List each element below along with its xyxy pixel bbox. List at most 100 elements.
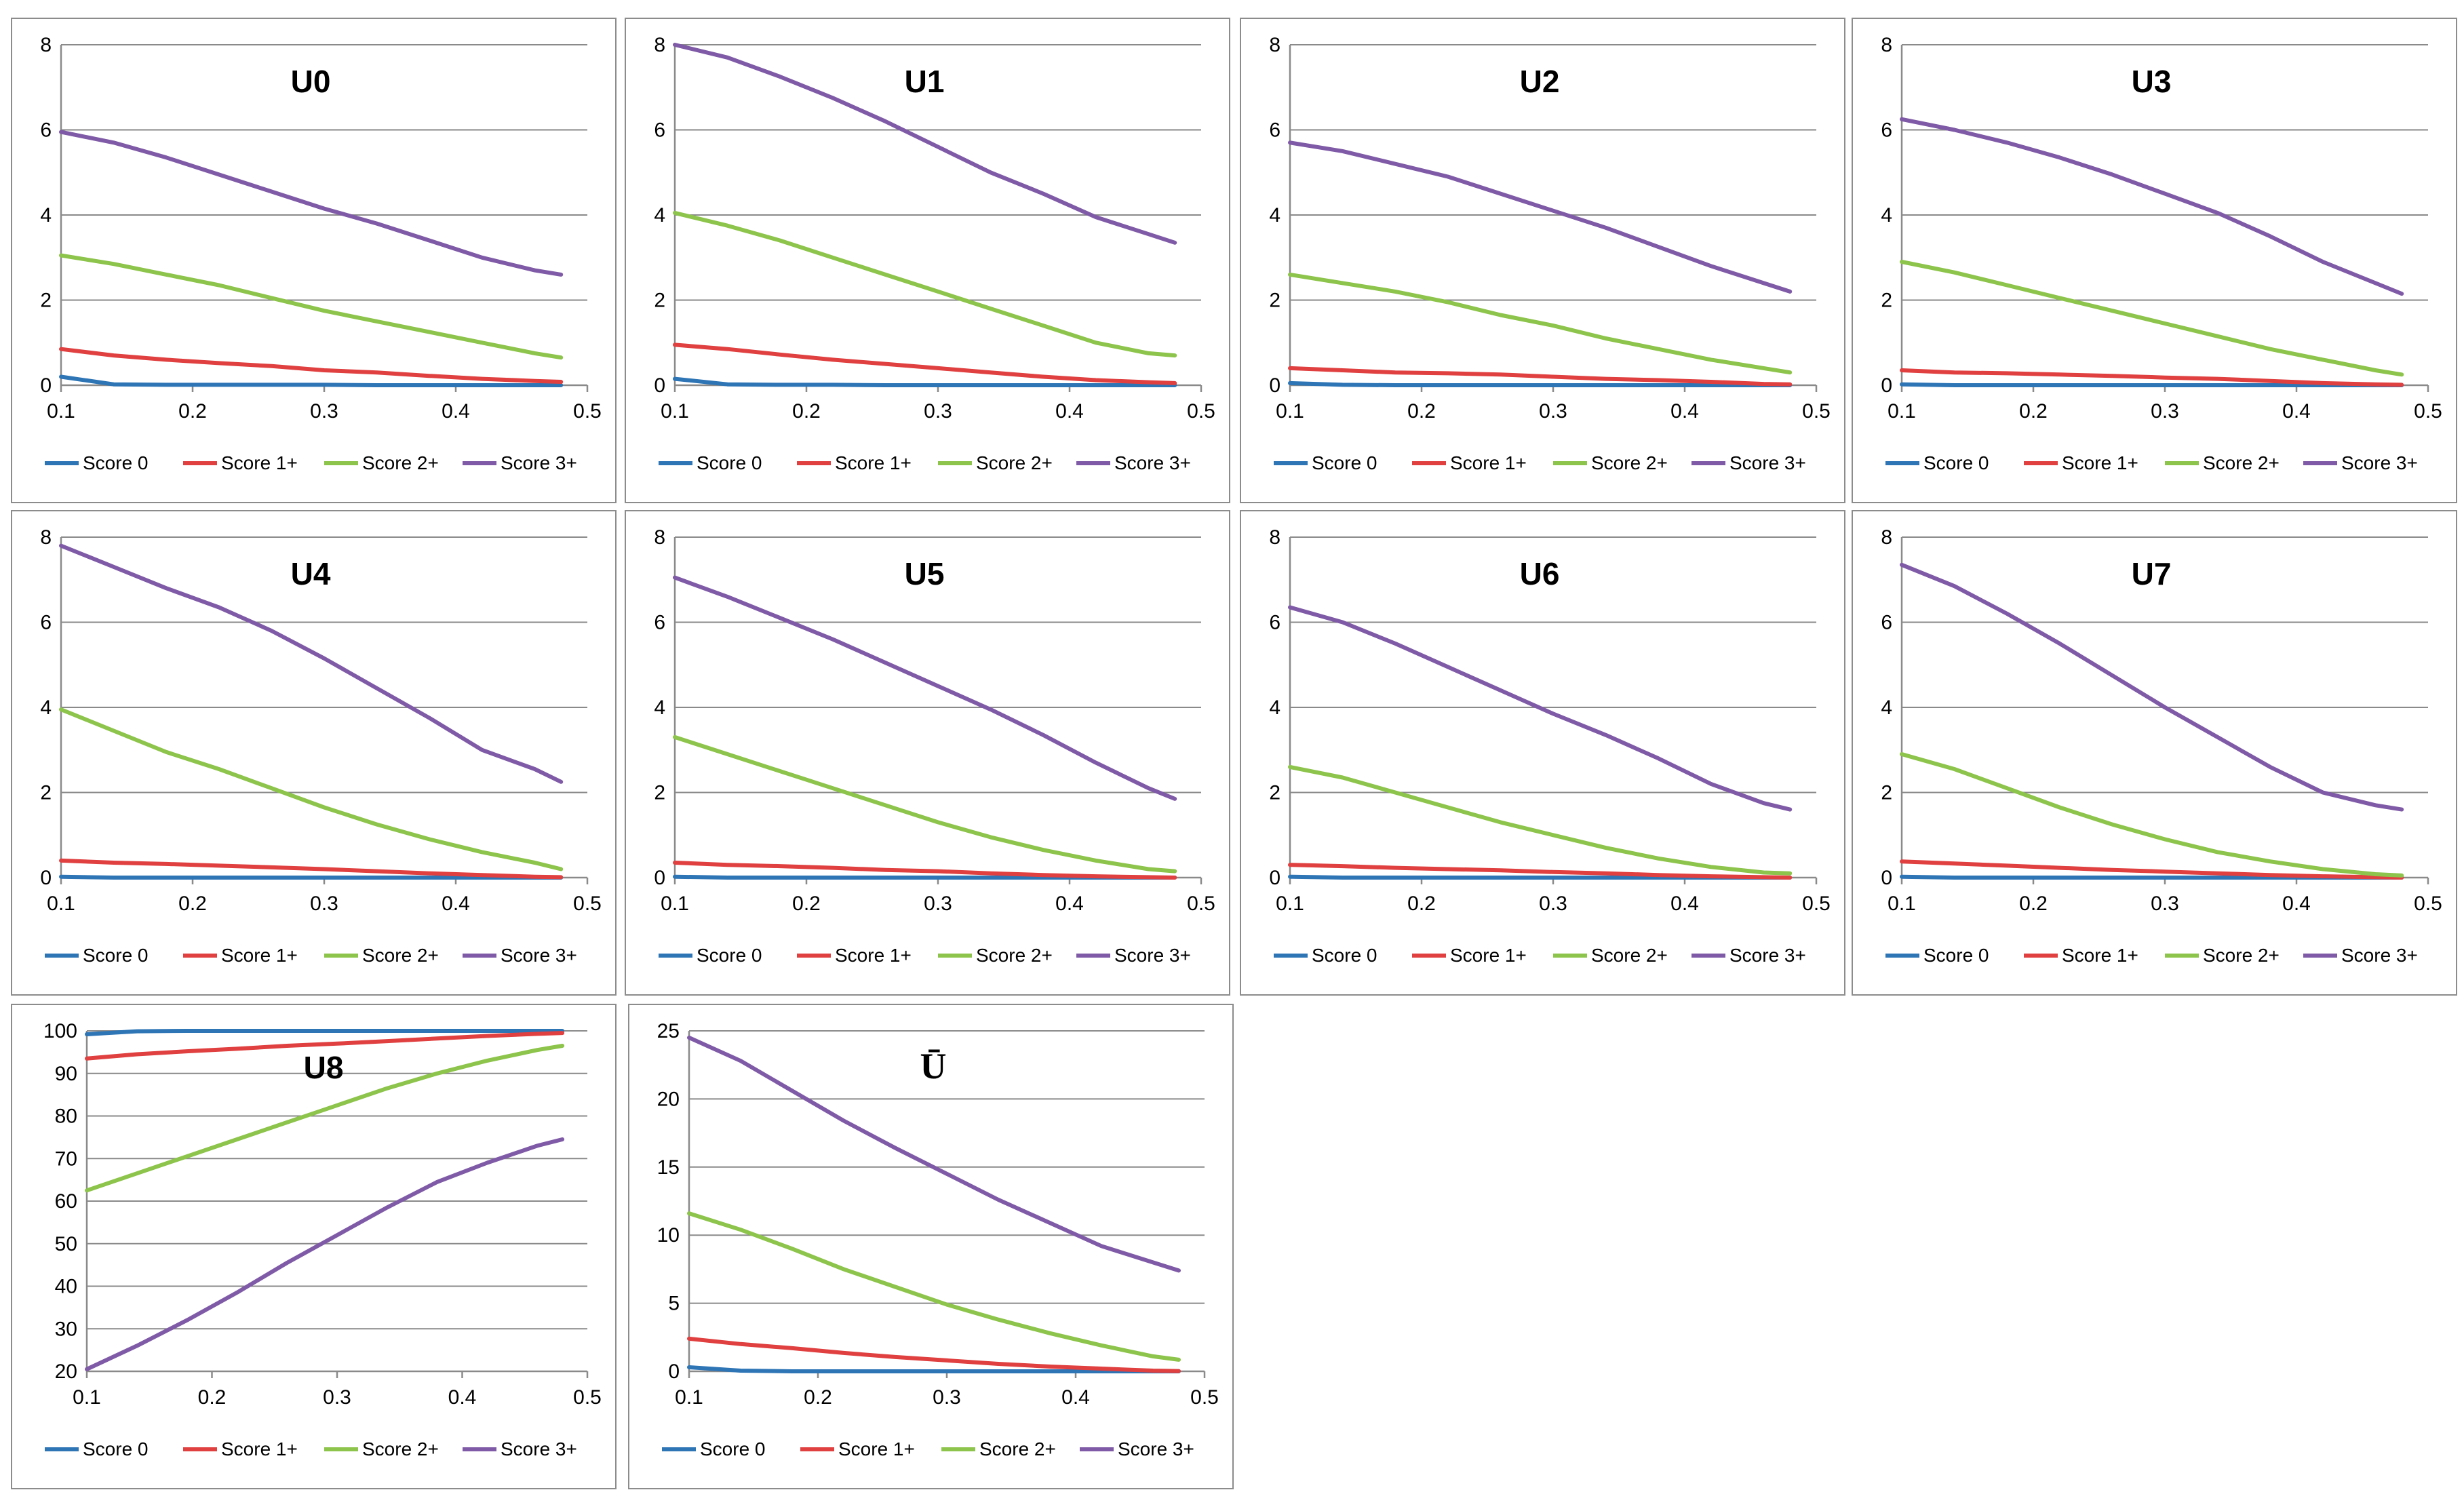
x-tick-label: 0.5	[2414, 893, 2442, 915]
y-tick-label: 8	[654, 34, 665, 56]
y-tick-label: 0	[1881, 867, 1892, 889]
y-tick-label: 0	[1269, 867, 1280, 889]
x-tick-label: 0.2	[2019, 400, 2048, 423]
legend-label: Score 0	[1312, 452, 1377, 473]
x-tick-label: 0.5	[1187, 893, 1215, 915]
line-chart: 20 30 40 50 60 70 80 90 100 0.1 0.2 0.3 0.4 0.5 U8 Scor…	[43, 1020, 602, 1459]
series-line-score-3	[673, 575, 1177, 801]
x-tick-label: 0.2	[178, 400, 207, 423]
series-line-score-3	[1288, 140, 1793, 294]
x-tick-label: 0.5	[2414, 400, 2442, 423]
legend-label: Score 2+	[2203, 452, 2280, 473]
legend-label: Score 0	[700, 1438, 766, 1459]
x-tick-label: 0.3	[323, 1386, 351, 1409]
y-tick-label: 100	[43, 1020, 77, 1042]
legend-label: Score 1+	[2062, 452, 2138, 473]
chart-title: U7	[2132, 556, 2172, 591]
y-tick-label: 6	[1269, 119, 1280, 142]
y-tick-label: 2	[654, 290, 665, 312]
x-tick-label: 0.5	[573, 893, 602, 915]
series-line-score-2	[59, 253, 564, 360]
x-tick-label: 0.1	[1888, 893, 1916, 915]
y-tick-label: 0	[668, 1360, 680, 1383]
y-tick-label: 6	[1881, 119, 1892, 142]
legend-label: Score 2+	[2203, 945, 2280, 966]
x-tick-label: 0.2	[178, 893, 207, 915]
legend-label: Score 1+	[1450, 945, 1527, 966]
y-tick-label: 60	[55, 1190, 77, 1213]
legend-label: Score 1+	[1450, 452, 1527, 473]
x-tick-label: 0.1	[1276, 400, 1304, 423]
series-line-score-3	[673, 43, 1177, 245]
legend-label: Score 3+	[1114, 945, 1191, 966]
y-tick-label: 8	[40, 34, 52, 56]
chart-title: U5	[905, 556, 945, 591]
x-tick-label: 0.4	[2282, 893, 2311, 915]
x-tick-label: 0.5	[1802, 400, 1831, 423]
series-line-score-1	[59, 858, 564, 880]
x-tick-label: 0.4	[1670, 893, 1699, 915]
x-tick-label: 0.3	[1539, 893, 1567, 915]
y-tick-label: 4	[654, 204, 665, 227]
y-tick-label: 30	[55, 1318, 77, 1340]
y-tick-label: 5	[668, 1293, 680, 1315]
y-tick-label: 25	[657, 1020, 680, 1042]
x-tick-label: 0.2	[804, 1386, 832, 1409]
chart-title: U6	[1520, 556, 1560, 591]
y-tick-label: 2	[40, 782, 52, 804]
y-tick-label: 8	[1269, 34, 1280, 56]
legend-label: Score 3+	[501, 452, 577, 473]
series-line-score-2	[673, 210, 1177, 358]
legend-label: Score 1+	[835, 452, 912, 473]
chart-panel: 0 2 4 6 8 0.1 0.2 0.3 0.4 0.5 U0 Score 0 Score 1+ Sco…	[11, 18, 617, 503]
legend-label: Score 1+	[838, 1438, 915, 1459]
y-tick-label: 6	[654, 119, 665, 142]
legend-label: Score 3+	[1729, 452, 1806, 473]
series-line-score-3	[1900, 117, 2404, 296]
chart-title: U8	[304, 1050, 344, 1085]
legend-label: Score 0	[83, 452, 149, 473]
y-tick-label: 40	[55, 1276, 77, 1298]
y-tick-label: 2	[654, 782, 665, 804]
y-tick-label: 8	[1269, 526, 1280, 549]
y-tick-label: 2	[40, 290, 52, 312]
y-tick-label: 2	[1881, 290, 1892, 312]
chart-panel: 0 2 4 6 8 0.1 0.2 0.3 0.4 0.5 U2 Score 0 Score 1+ Sco…	[1240, 18, 1845, 503]
legend-label: Score 0	[83, 945, 149, 966]
series-line-score-2	[85, 1044, 565, 1193]
y-tick-label: 6	[1881, 612, 1892, 634]
x-tick-label: 0.1	[47, 400, 75, 423]
x-tick-label: 0.3	[2151, 400, 2179, 423]
legend-label: Score 2+	[362, 1438, 439, 1459]
y-tick-label: 4	[40, 697, 52, 719]
y-tick-label: 2	[1269, 290, 1280, 312]
line-chart: 0 2 4 6 8 0.1 0.2 0.3 0.4 0.5 U6 Score 0 Score 1+ Sco…	[1269, 526, 1831, 966]
line-chart: 0 2 4 6 8 0.1 0.2 0.3 0.4 0.5 U0 Score 0 Score 1+ Sco…	[40, 34, 602, 473]
line-chart: 0 2 4 6 8 0.1 0.2 0.3 0.4 0.5 U5 Score 0 Score 1+ Sco…	[654, 526, 1215, 966]
legend-label: Score 3+	[501, 945, 577, 966]
y-tick-label: 50	[55, 1233, 77, 1255]
line-chart: 0 2 4 6 8 0.1 0.2 0.3 0.4 0.5 U1 Score 0 Score 1+ Sco…	[654, 34, 1215, 473]
legend-label: Score 3+	[1114, 452, 1191, 473]
x-tick-label: 0.2	[1407, 893, 1436, 915]
series-line-score-0	[59, 374, 564, 387]
y-tick-label: 0	[1269, 374, 1280, 397]
chart-title: U4	[291, 556, 331, 591]
x-tick-label: 0.1	[661, 400, 689, 423]
y-tick-label: 2	[1269, 782, 1280, 804]
series-line-score-3	[59, 543, 564, 784]
line-chart: 0 5 10 15 20 25 0.1 0.2 0.3 0.4 0.5 Ū Score 0 Score 1…	[657, 1020, 1219, 1459]
x-tick-label: 0.3	[924, 893, 952, 915]
y-tick-label: 6	[1269, 612, 1280, 634]
x-tick-label: 0.3	[310, 893, 338, 915]
legend-label: Score 1+	[221, 452, 298, 473]
legend-label: Score 0	[1312, 945, 1377, 966]
chart-panel: 0 2 4 6 8 0.1 0.2 0.3 0.4 0.5 U5 Score 0 Score 1+ Sco…	[625, 510, 1230, 996]
y-tick-label: 4	[1881, 697, 1892, 719]
series-line-score-1	[687, 1336, 1181, 1373]
y-tick-label: 4	[1269, 697, 1280, 719]
series-line-score-1	[1288, 366, 1793, 387]
legend-label: Score 0	[1923, 452, 1989, 473]
y-tick-label: 20	[55, 1360, 77, 1383]
x-tick-label: 0.1	[675, 1386, 703, 1409]
